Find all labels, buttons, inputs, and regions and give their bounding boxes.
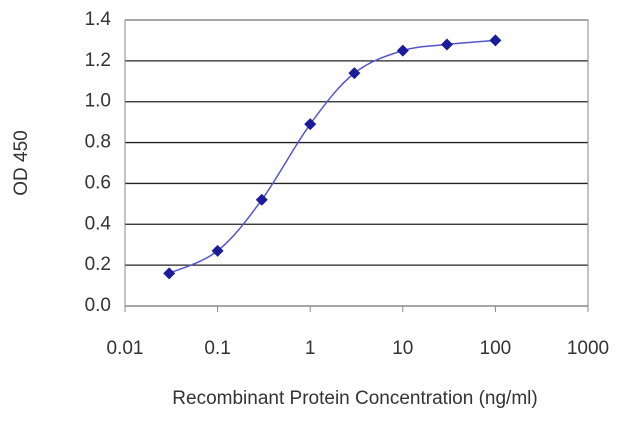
x-tick-label: 1000 — [567, 338, 609, 359]
data-point — [440, 38, 453, 51]
y-tick-label: 0.4 — [85, 213, 112, 234]
data-point — [163, 267, 176, 280]
y-tick-label: 1.4 — [85, 9, 112, 30]
y-tick-label: 0.2 — [85, 254, 111, 275]
x-tick-label: 0.1 — [204, 338, 230, 359]
y-tick-label: 0.0 — [85, 295, 111, 316]
x-tick-label: 1 — [305, 338, 316, 359]
data-point — [489, 34, 502, 47]
y-tick-label: 1.0 — [85, 91, 111, 112]
y-tick-label: 1.2 — [85, 50, 111, 71]
y-axis-label: OD 450 — [11, 130, 32, 195]
x-tick-label: 10 — [392, 338, 413, 359]
x-axis-label: Recombinant Protein Concentration (ng/ml… — [172, 388, 537, 409]
data-point — [348, 67, 361, 80]
data-point — [211, 244, 224, 257]
y-tick-label: 0.6 — [85, 172, 111, 193]
fit-line — [168, 39, 496, 274]
data-point — [304, 118, 317, 131]
x-tick-label: 100 — [480, 338, 512, 359]
data-point — [396, 44, 409, 57]
y-tick-label: 0.8 — [85, 132, 111, 153]
plot-frame — [124, 19, 589, 307]
x-tick-label: 0.01 — [107, 338, 144, 359]
data-point — [255, 193, 268, 206]
